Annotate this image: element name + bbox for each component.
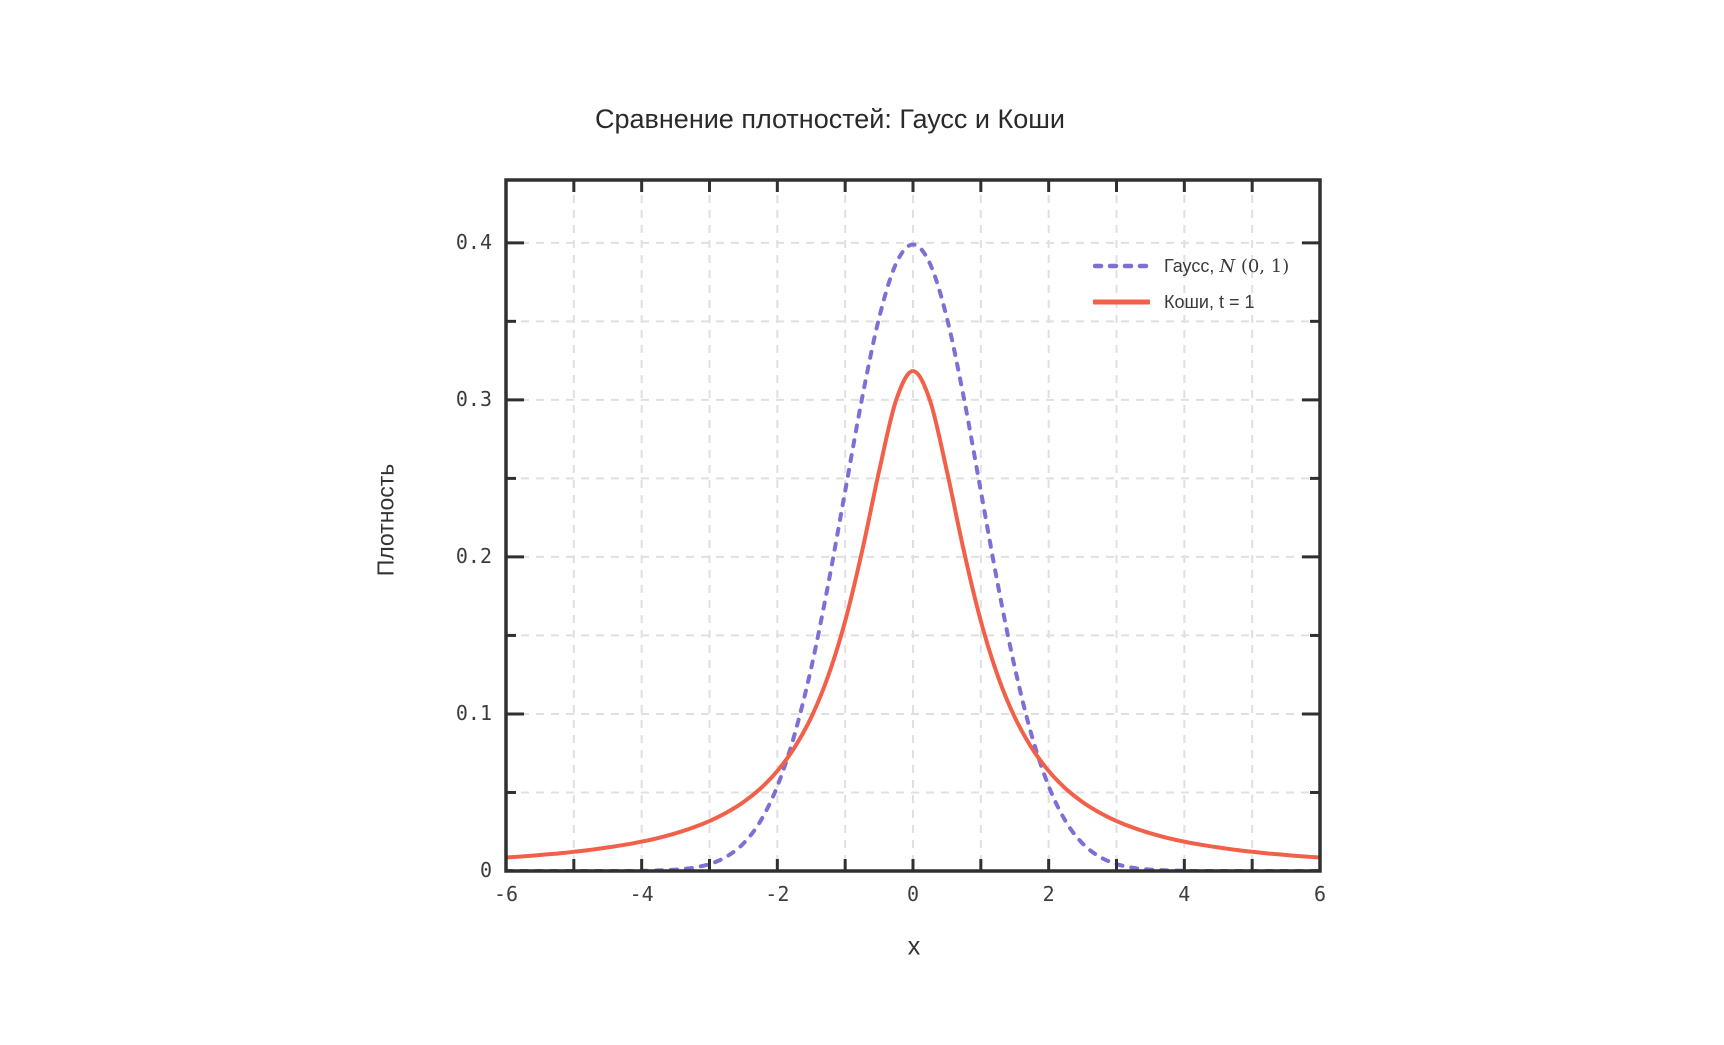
y-tick-label: 0.4 <box>455 229 492 254</box>
legend: Гаусс, N (0, 1) Коши, t = 1 <box>1093 248 1289 320</box>
y-axis-label: Плотность <box>372 463 399 577</box>
curve-cauchy <box>506 369 1320 860</box>
x-tick-label: 2 <box>1042 882 1055 906</box>
y-tick-label: 0.1 <box>455 700 492 725</box>
y-tick-label: 0.3 <box>455 386 492 411</box>
legend-label-gauss: Гаусс, N (0, 1) <box>1164 255 1290 277</box>
axes-box <box>504 178 1322 873</box>
legend-item-cauchy: Коши, t = 1 <box>1093 284 1289 320</box>
x-tick-label: 0 <box>906 882 920 906</box>
x-axis-label: x <box>907 932 921 961</box>
y-tick-label: 0.2 <box>455 543 492 568</box>
y-tick-label: 0 <box>479 858 492 882</box>
legend-item-gauss: Гаусс, N (0, 1) <box>1093 248 1289 284</box>
x-tick-label: -6 <box>493 882 519 906</box>
legend-label-cauchy: Коши, t = 1 <box>1164 291 1255 312</box>
x-tick-label: -4 <box>629 882 654 906</box>
x-tick-label: -2 <box>765 882 790 906</box>
cauchy-solid-line-sample <box>1093 299 1150 305</box>
plot-area <box>504 178 1322 873</box>
x-tick-label: 6 <box>1313 882 1327 906</box>
gauss-dashed-line-sample <box>1093 263 1150 269</box>
x-tick-label: 4 <box>1178 882 1191 906</box>
chart-title: Сравнение плотностей: Гаусс и Коши <box>595 104 1065 134</box>
grid <box>506 180 1320 871</box>
